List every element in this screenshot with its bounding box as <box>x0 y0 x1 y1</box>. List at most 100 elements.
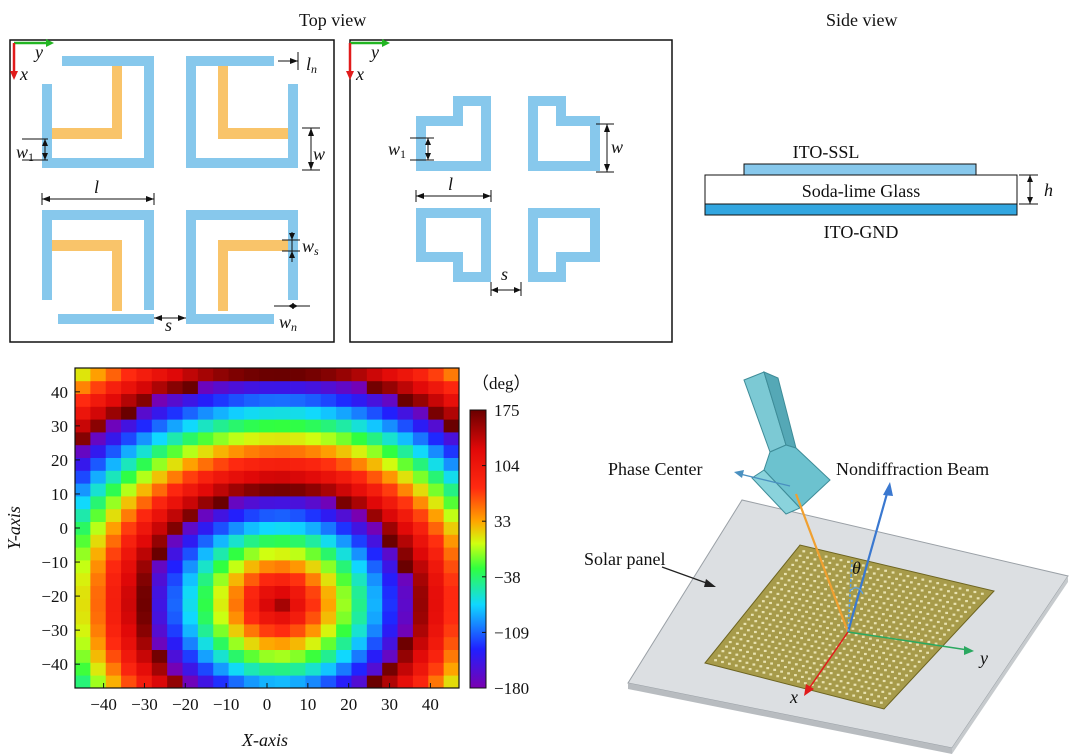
metasurface-cell <box>864 592 868 595</box>
heatmap-cell <box>305 432 322 446</box>
metasurface-cell <box>920 639 924 642</box>
heatmap-cell <box>412 611 429 625</box>
heatmap-cell <box>305 547 322 561</box>
heatmap-cell <box>412 380 429 394</box>
metasurface-cell <box>847 560 850 564</box>
metasurface-cell <box>945 611 949 615</box>
heatmap-cell <box>290 560 306 574</box>
heatmap-cell <box>259 611 276 625</box>
heatmap-cell <box>274 432 291 446</box>
heatmap-cell <box>443 380 460 394</box>
metasurface-cell <box>928 629 932 633</box>
metasurface-cell <box>846 681 850 685</box>
metasurface-cell <box>833 667 837 670</box>
metasurface-cell <box>938 638 942 641</box>
metasurface-cell <box>886 647 890 650</box>
heatmap-cell <box>167 432 183 446</box>
heatmap-cell <box>305 380 322 394</box>
metasurface-cell <box>921 578 925 581</box>
heatmap-cell <box>75 649 91 663</box>
heatmap-cell <box>121 611 137 625</box>
heatmap-cell <box>136 662 153 676</box>
axis-x-label: x <box>19 64 28 84</box>
metasurface-cell <box>879 585 883 588</box>
metasurface-cell <box>778 642 782 645</box>
heatmap-cell <box>443 534 460 548</box>
heatmap-cell <box>151 444 168 458</box>
heatmap-cell <box>136 585 153 599</box>
metasurface-cell <box>885 608 889 611</box>
metasurface-cell <box>913 665 917 668</box>
heatmap-cell <box>259 636 276 650</box>
metasurface-cell <box>867 659 870 662</box>
heatmap-cell <box>167 457 183 471</box>
heatmap-cell <box>228 636 245 650</box>
heatmap-cell <box>136 624 153 638</box>
metasurface-cell <box>872 643 875 647</box>
heatmap-cell <box>197 393 214 407</box>
metasurface-cell <box>809 655 813 659</box>
metasurface-cell <box>874 611 878 614</box>
heatmap-cell <box>243 419 260 433</box>
heatmap-cell <box>213 444 229 458</box>
heatmap-cell <box>121 368 137 382</box>
metasurface-cell <box>766 666 770 670</box>
metasurface-cell <box>868 648 871 651</box>
metasurface-cell <box>754 609 758 612</box>
metasurface-cell <box>933 614 937 617</box>
metasurface-cell <box>854 633 858 637</box>
heatmap-cell <box>443 649 460 663</box>
heatmap-cell <box>75 560 91 574</box>
element-bottom-right <box>186 210 298 324</box>
metasurface-cell <box>924 595 927 598</box>
metasurface-cell <box>820 570 824 574</box>
heatmap-cell <box>290 572 306 586</box>
metasurface-cell <box>809 595 813 598</box>
heatmap-cell <box>274 611 291 625</box>
metasurface-cell <box>903 618 907 621</box>
colorbar-ticks: 175 104 33 −38 −109 −180 <box>482 401 529 698</box>
heatmap-cell <box>197 508 214 522</box>
heatmap-cell <box>259 406 276 420</box>
metasurface-cell <box>777 653 781 656</box>
x-tick-label: 40 <box>422 695 439 714</box>
metasurface-cell <box>837 613 841 616</box>
heatmap-cell <box>366 572 383 586</box>
heatmap-cell <box>259 496 276 510</box>
heatmap-cell <box>274 675 291 689</box>
metasurface-cell <box>942 594 946 597</box>
metasurface-cell <box>772 608 776 611</box>
metasurface-cell <box>906 574 910 578</box>
metasurface-cell <box>804 671 808 674</box>
metasurface-cell <box>860 596 864 600</box>
metasurface-cell <box>892 621 896 624</box>
metasurface-cell <box>879 645 883 648</box>
metasurface-cell <box>784 572 787 576</box>
metasurface-cell <box>875 650 878 653</box>
metasurface-cell <box>878 606 882 609</box>
metasurface-cell <box>839 680 843 683</box>
heatmap-cell <box>382 483 398 497</box>
heatmap-cell <box>197 470 214 484</box>
metasurface-cell <box>934 603 938 606</box>
metasurface-cell <box>876 567 880 571</box>
heatmap-cell <box>151 560 168 574</box>
metasurface-cell <box>839 559 843 562</box>
heatmap-cell <box>90 572 107 586</box>
metasurface-cell <box>797 680 800 683</box>
y-ticks: 40 30 20 10 0 −10 −20 −30 −40 <box>41 383 80 674</box>
heatmap-cell <box>366 508 383 522</box>
metasurface-cell <box>976 597 980 600</box>
heatmap-cell <box>351 585 368 599</box>
heatmap-cell <box>351 611 368 625</box>
metasurface-cell <box>888 625 892 628</box>
metasurface-cell <box>816 597 820 600</box>
metasurface-cell <box>786 611 790 614</box>
x-axis-arrowhead <box>346 71 354 80</box>
metasurface-cell <box>883 641 887 644</box>
heatmap-cell <box>213 662 229 676</box>
heatmap-cell <box>75 380 91 394</box>
heatmap-cell <box>428 368 445 382</box>
metasurface-cell <box>871 682 875 685</box>
